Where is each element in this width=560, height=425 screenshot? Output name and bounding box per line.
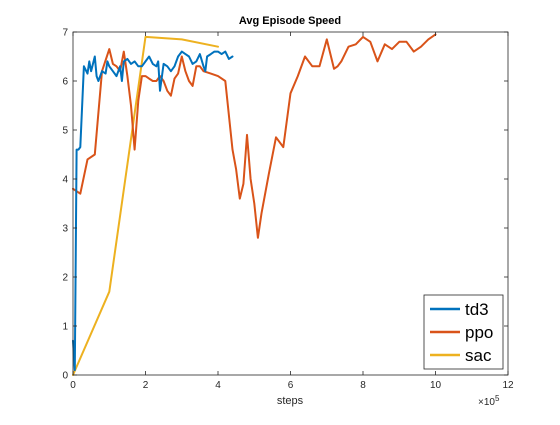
y-tick-label: 4 (62, 175, 68, 186)
x-tick-label: 2 (143, 380, 149, 391)
legend-label-ppo: ppo (465, 323, 493, 342)
y-tick-label: 5 (62, 126, 68, 137)
y-tick-label: 6 (62, 77, 68, 88)
x-tick-label: 8 (360, 380, 366, 391)
x-tick-label: 6 (288, 380, 294, 391)
legend-label-sac: sac (465, 346, 492, 365)
x-axis-exponent-power: 5 (495, 394, 500, 403)
legend: td3 ppo sac (424, 295, 503, 369)
x-axis-exponent: ×105 (478, 394, 500, 408)
x-tick-label: 10 (430, 380, 442, 391)
x-axis-exponent-base: ×10 (478, 397, 495, 408)
y-tick-label: 1 (62, 322, 68, 333)
chart-title: Avg Episode Speed (239, 15, 341, 27)
x-tick-label: 0 (70, 380, 76, 391)
x-axis-label: steps (277, 395, 304, 407)
y-tick-label: 7 (62, 28, 68, 39)
legend-label-td3: td3 (465, 300, 489, 319)
x-tick-label: 12 (502, 380, 514, 391)
y-tick-label: 0 (62, 371, 68, 382)
y-tick-label: 3 (62, 224, 68, 235)
y-tick-label: 2 (62, 273, 68, 284)
x-tick-label: 4 (215, 380, 221, 391)
